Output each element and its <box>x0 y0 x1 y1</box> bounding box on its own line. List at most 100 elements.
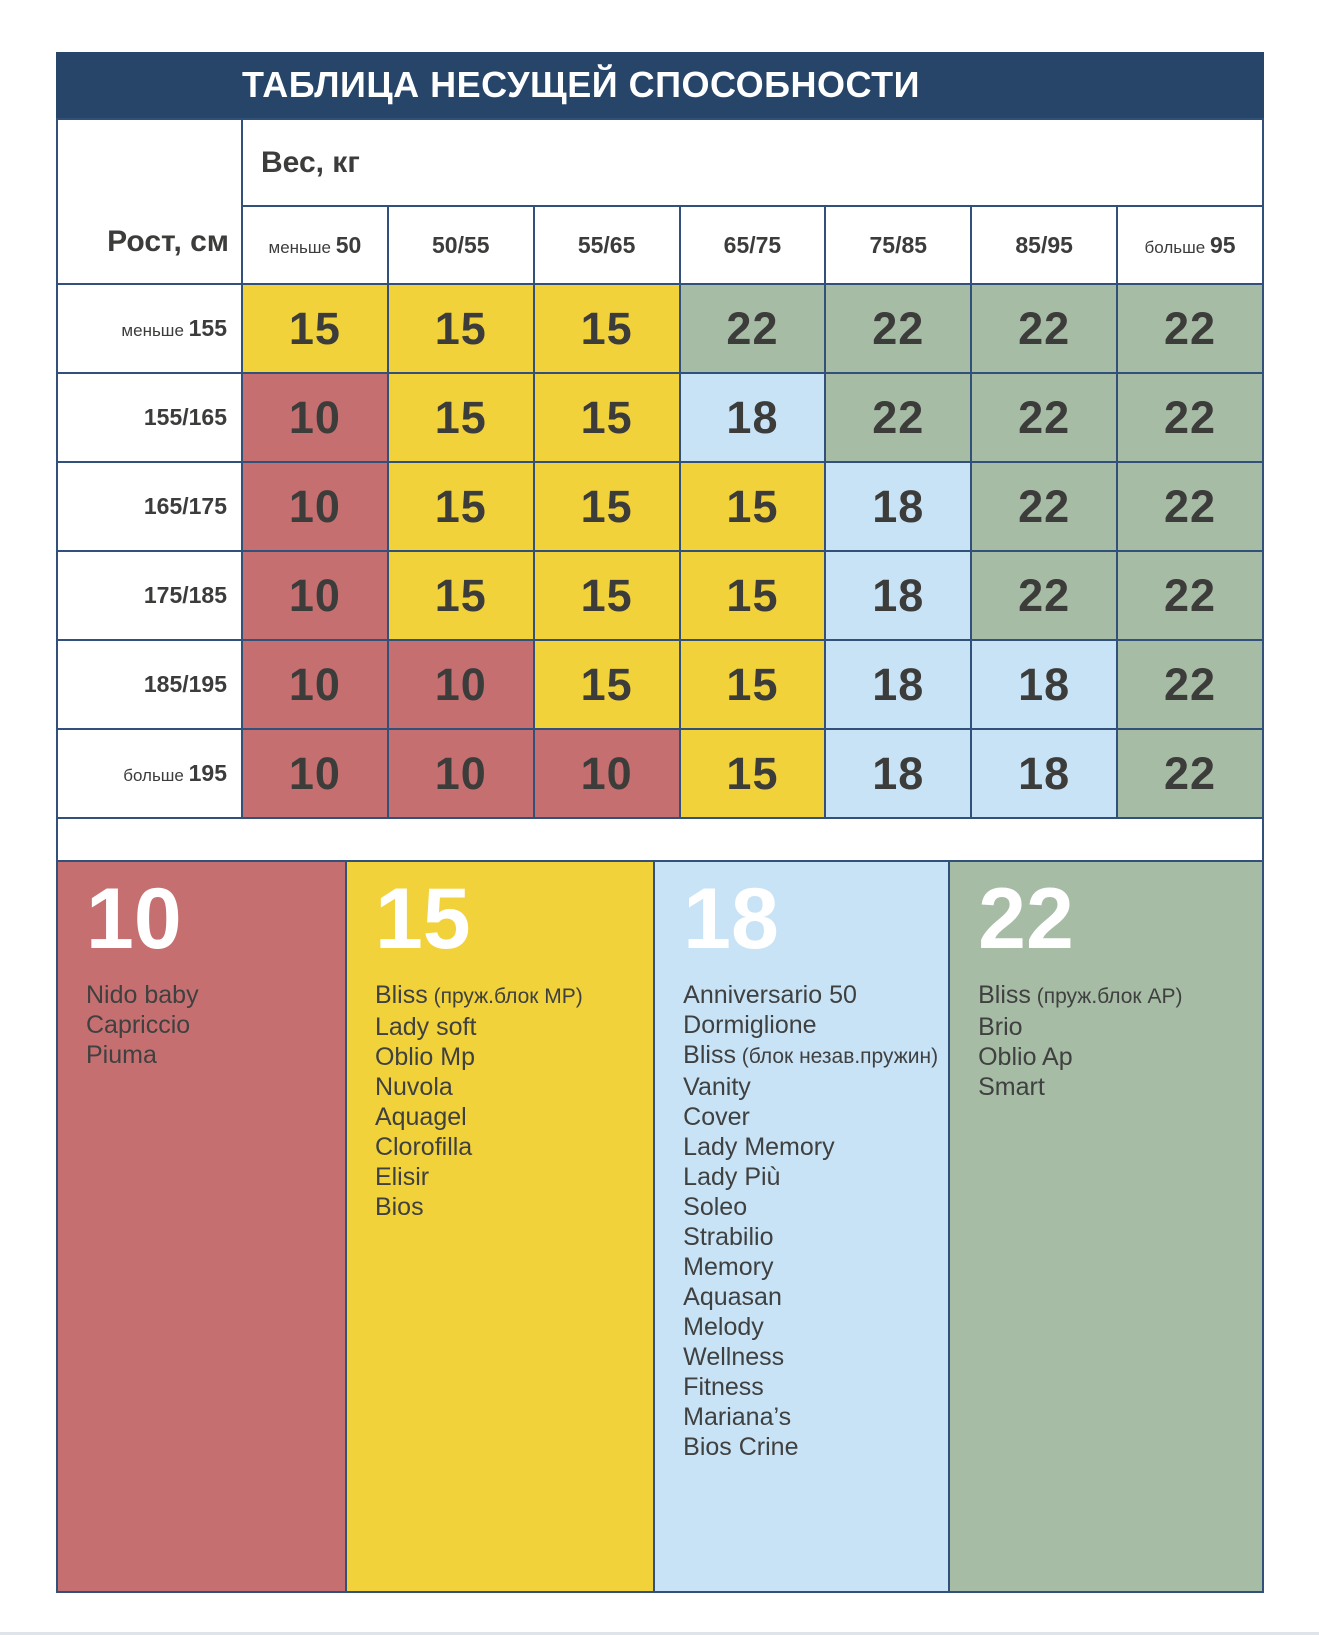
label-value: 50 <box>335 231 362 258</box>
legend-model-item: Oblio Mp <box>375 1042 643 1072</box>
legend-model-item: Cover <box>683 1102 938 1132</box>
label-prefix: меньше <box>121 321 189 340</box>
capacity-cell: 22 <box>1116 550 1264 641</box>
legend-model-item: Brio <box>978 1012 1252 1042</box>
capacity-cell: 18 <box>824 639 973 730</box>
label-prefix: больше <box>123 766 189 785</box>
capacity-cell: 10 <box>241 639 389 730</box>
model-name: Nido baby <box>86 981 199 1009</box>
capacity-cell: 22 <box>970 461 1119 552</box>
model-name: Wellness <box>683 1343 785 1371</box>
weight-axis-row: Рост, см Вес, кг <box>56 118 1264 285</box>
legend-model-item: Bliss (пруж.блок МР) <box>375 980 643 1012</box>
table-row: меньше 155 15 15 15 22 22 22 22 <box>56 283 1264 374</box>
capacity-sheet: ТАБЛИЦА НЕСУЩЕЙ СПОСОБНОСТИ Рост, см Вес… <box>56 52 1264 1593</box>
model-name: Melody <box>683 1313 764 1341</box>
model-name: Memory <box>683 1253 774 1281</box>
height-row-label: 155/165 <box>56 372 243 463</box>
legend-model-item: Nido baby <box>86 980 335 1010</box>
model-name: Anniversario 50 <box>683 981 857 1009</box>
capacity-cell: 18 <box>824 550 973 641</box>
title-bar: ТАБЛИЦА НЕСУЩЕЙ СПОСОБНОСТИ <box>56 52 1264 118</box>
capacity-cell: 10 <box>241 372 389 463</box>
legend-model-item: Oblio Ap <box>978 1042 1252 1072</box>
legend-model-item: Smart <box>978 1072 1252 1102</box>
capacity-cell: 22 <box>824 283 973 374</box>
legend-column-15: 15 Bliss (пруж.блок МР) Lady soft Oblio Mp N… <box>346 862 656 1591</box>
table-body: меньше 155 15 15 15 22 22 22 22 155/165 10 15 15 18 2… <box>56 283 1264 819</box>
capacity-cell: 10 <box>241 550 389 641</box>
capacity-cell: 22 <box>970 372 1119 463</box>
height-row-label: 175/185 <box>56 550 243 641</box>
height-row-label: меньше 155 <box>56 283 243 374</box>
empty-frame-row <box>56 819 1264 860</box>
label-value: 95 <box>1209 231 1236 258</box>
model-name: Piuma <box>86 1041 157 1069</box>
capacity-cell: 22 <box>1116 639 1264 730</box>
legend-model-item: Nuvola <box>375 1072 643 1102</box>
legend-model-item: Elisir <box>375 1162 643 1192</box>
capacity-cell: 15 <box>386 372 535 463</box>
capacity-cell: 15 <box>532 639 681 730</box>
model-name: Fitness <box>683 1373 764 1401</box>
legend-column-10: 10 Nido baby Capriccio Piuma <box>58 862 347 1591</box>
model-name: Bliss <box>374 981 428 1009</box>
label-value: 55/65 <box>577 231 636 258</box>
table-row: больше 195 10 10 10 15 18 18 22 <box>56 728 1264 819</box>
capacity-cell: 15 <box>678 550 827 641</box>
capacity-cell: 10 <box>241 728 389 819</box>
capacity-cell: 22 <box>824 372 973 463</box>
weight-column-header: 65/75 <box>678 205 827 285</box>
capacity-cell: 10 <box>241 461 389 552</box>
weight-axis-label: Вес, кг <box>261 145 360 179</box>
weight-column-header: 75/85 <box>824 205 973 285</box>
model-name: Lady Più <box>683 1163 781 1191</box>
model-name: Soleo <box>683 1193 748 1221</box>
model-name: Strabilio <box>683 1223 774 1251</box>
capacity-cell: 15 <box>678 461 827 552</box>
model-name: Capriccio <box>86 1011 191 1039</box>
model-name: Nuvola <box>374 1073 453 1101</box>
capacity-cell: 22 <box>970 283 1119 374</box>
weight-column-header: меньше 50 <box>241 205 389 285</box>
legend-model-item: Aquagel <box>375 1102 643 1132</box>
height-row-label: 185/195 <box>56 639 243 730</box>
label-value: 185/195 <box>143 671 227 697</box>
model-name: Vanity <box>683 1073 751 1101</box>
capacity-table: Рост, см Вес, кг меньше 50 50/55 55/65 65/7… <box>56 118 1264 819</box>
legend-value: 18 <box>683 871 779 967</box>
legend-model-item: Bliss (блок незав.пружин) <box>683 1040 938 1072</box>
capacity-cell: 15 <box>386 461 535 552</box>
model-note: (пруж.блок АР) <box>1030 985 1183 1008</box>
legend-model-item: Bliss (пруж.блок АР) <box>978 980 1252 1012</box>
model-name: Cover <box>683 1103 750 1131</box>
table-row: 175/185 10 15 15 15 18 22 22 <box>56 550 1264 641</box>
height-axis-label: Рост, см <box>107 225 229 258</box>
capacity-cell: 18 <box>970 639 1119 730</box>
page-title: ТАБЛИЦА НЕСУЩЕЙ СПОСОБНОСТИ <box>242 64 920 105</box>
capacity-cell: 15 <box>678 728 827 819</box>
label-prefix: меньше <box>268 237 336 257</box>
legend-model-item: Piuma <box>86 1040 335 1070</box>
height-row-label: 165/175 <box>56 461 243 552</box>
legend-model-item: Mariana’s <box>683 1402 938 1432</box>
model-name: Brio <box>978 1013 1023 1041</box>
legend-model-item: Memory <box>683 1252 938 1282</box>
capacity-cell: 22 <box>1116 283 1264 374</box>
table-row: 185/195 10 10 15 15 18 18 22 <box>56 639 1264 730</box>
capacity-cell: 18 <box>824 461 973 552</box>
capacity-cell: 15 <box>678 639 827 730</box>
model-name: Bliss <box>683 1041 736 1069</box>
legend-model-item: Aquasan <box>683 1282 938 1312</box>
model-note: (пруж.блок МР) <box>427 985 583 1008</box>
capacity-cell: 10 <box>532 728 681 819</box>
model-name: Lady Memory <box>683 1133 835 1161</box>
model-name: Mariana’s <box>683 1403 792 1431</box>
legend-model-list: Anniversario 50 Dormiglione Bliss (блок не… <box>683 980 938 1462</box>
height-axis-label-cell: Рост, см <box>56 118 243 285</box>
legend: 10 Nido baby Capriccio Piuma 15 Bliss (пруж.б… <box>56 860 1264 1593</box>
capacity-cell: 15 <box>241 283 389 374</box>
capacity-cell: 15 <box>532 461 681 552</box>
model-name: Oblio Ap <box>978 1043 1073 1071</box>
